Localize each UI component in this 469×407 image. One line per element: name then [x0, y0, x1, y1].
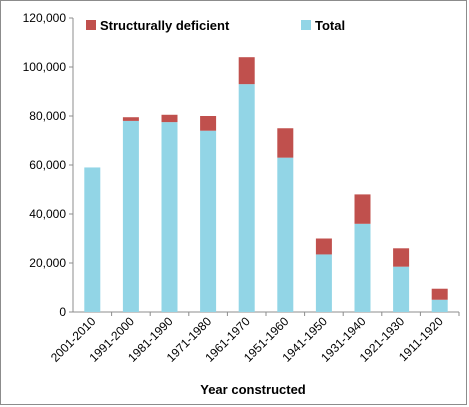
y-tick-label: 100,000: [23, 60, 67, 74]
bar-structurally-deficient-1911-1920: [431, 288, 448, 300]
bar-total-1991-2000: [122, 120, 139, 313]
bar-structurally-deficient-1961-1970: [238, 57, 255, 85]
legend-label-total: Total: [315, 18, 345, 33]
legend-swatch-structurally-deficient: [86, 20, 96, 30]
bar-total-1941-1950: [315, 254, 332, 312]
bar-structurally-deficient-1941-1950: [315, 238, 332, 255]
bar-total-1931-1940: [354, 223, 371, 312]
bar-structurally-deficient-1931-1940: [354, 194, 371, 224]
y-axis-ticks: 0 20,000 40,000 60,000 80,000 100,000 120,000: [23, 11, 73, 319]
x-axis-ticks: 2001-20101991-20001981-19901971-19801961…: [48, 312, 460, 365]
bar-total-1961-1970: [238, 84, 255, 313]
bar-structurally-deficient-1981-1990: [161, 114, 178, 123]
bar-total-1951-1960: [277, 157, 294, 312]
y-tick-label: 40,000: [29, 207, 66, 221]
bar-total-2001-2010: [84, 167, 101, 312]
y-tick-label: 80,000: [29, 109, 66, 123]
bar-structurally-deficient-1991-2000: [122, 117, 139, 121]
bar-structurally-deficient-1921-1930: [393, 248, 410, 267]
y-tick-label: 20,000: [29, 256, 66, 270]
legend-swatch-total: [301, 20, 311, 30]
y-tick-label: 0: [59, 305, 66, 319]
bar-total-1911-1920: [431, 299, 448, 312]
bar-total-1981-1990: [161, 122, 178, 312]
y-tick-label: 120,000: [23, 11, 67, 25]
bar-total-1971-1980: [200, 130, 217, 312]
bar-structurally-deficient-1951-1960: [277, 128, 294, 158]
x-axis-title: Year constructed: [200, 382, 306, 397]
y-tick-label: 60,000: [29, 158, 66, 172]
legend-label-structurally-deficient: Structurally deficient: [100, 18, 230, 33]
bar-structurally-deficient-1971-1980: [200, 116, 217, 131]
bar-total-1921-1930: [393, 266, 410, 312]
legend: Structurally deficient Total: [86, 18, 345, 33]
bars: [84, 57, 448, 313]
